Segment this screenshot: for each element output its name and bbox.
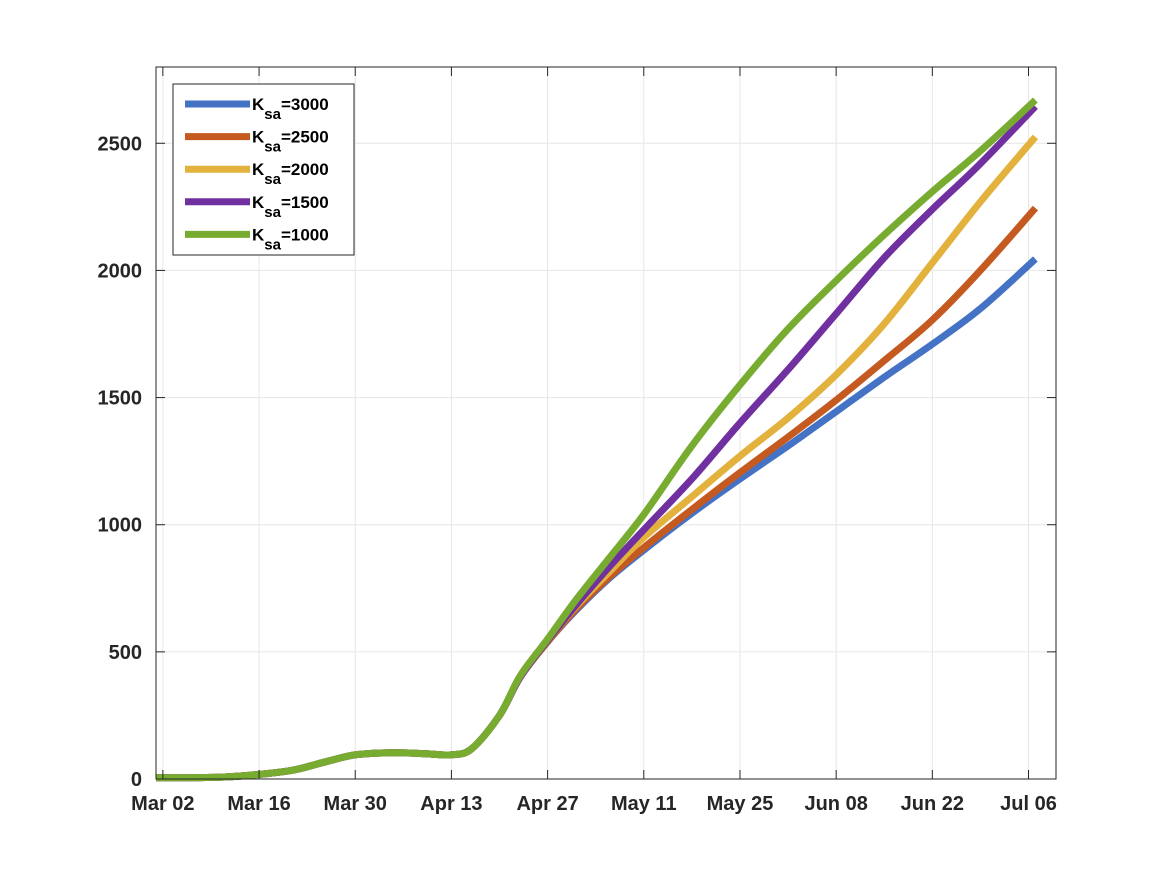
legend-label-main: K	[252, 225, 265, 244]
y-tick-label: 500	[109, 642, 142, 664]
legend-label-main: K	[252, 95, 265, 114]
y-tick-label: 1000	[98, 515, 143, 537]
series-line-4	[155, 97, 1038, 782]
legend-label-subscript: sa	[264, 139, 281, 156]
y-tick-label: 1500	[98, 388, 143, 410]
legend-label-0: Ksa=3000	[252, 95, 329, 123]
x-tick-label: Jul 06	[1000, 793, 1057, 815]
legend-label-main: K	[252, 193, 265, 212]
legend-label-subscript: sa	[264, 171, 281, 188]
x-tick-label: May 25	[707, 793, 774, 815]
x-tick-label: May 11	[611, 793, 677, 815]
legend-label-1: Ksa=2500	[252, 128, 329, 156]
x-tick-label: Mar 16	[227, 793, 290, 815]
x-tick-label: Jun 08	[804, 793, 867, 815]
legend-label-4: Ksa=1000	[252, 225, 329, 253]
x-tick-label: Jun 22	[901, 793, 964, 815]
legend-label-3: Ksa=1500	[252, 193, 329, 221]
y-tick-label: 0	[131, 769, 142, 791]
legend-label-2: Ksa=2000	[252, 160, 329, 188]
x-tick-label: Mar 30	[324, 793, 387, 815]
x-tick-label: Apr 13	[420, 793, 482, 815]
plot-frame	[155, 66, 1057, 780]
y-tick-label: 2500	[98, 133, 143, 155]
legend-label-value: =1000	[281, 225, 329, 244]
legend-label-value: =3000	[281, 95, 329, 114]
axis-ticks: Mar 02 Mar 16 Mar 30 Apr 13 Apr 27 May 11 May …	[98, 67, 1057, 815]
x-tick-label: Apr 27	[516, 793, 578, 815]
plot-lines	[155, 97, 1039, 782]
legend-label-value: =2000	[281, 160, 329, 179]
legend-label-subscript: sa	[264, 236, 281, 253]
legend-label-value: =2500	[281, 128, 329, 147]
legend-label-subscript: sa	[264, 204, 281, 221]
legend-label-main: K	[252, 128, 265, 147]
legend-label-subscript: sa	[264, 106, 281, 123]
legend-label-main: K	[252, 160, 265, 179]
legend-label-value: =1500	[281, 193, 329, 212]
y-tick-label: 2000	[98, 260, 143, 282]
x-tick-label: Mar 02	[131, 793, 194, 815]
